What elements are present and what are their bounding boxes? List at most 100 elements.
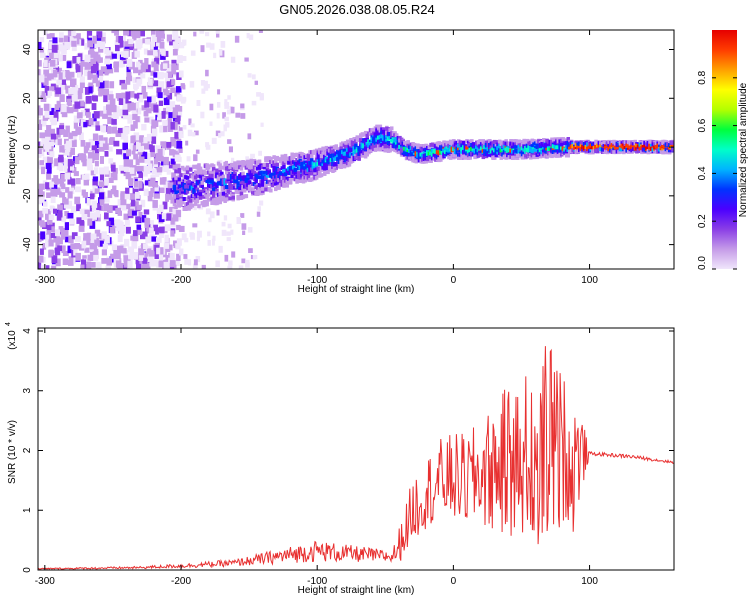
spectrogram-noise-cell <box>227 95 231 100</box>
spectrogram-noise-cell <box>77 53 83 61</box>
spectrogram-noise-cell <box>256 92 261 97</box>
spectrogram-noise-cell <box>76 56 81 63</box>
spectrogram-noise-cell <box>58 37 64 43</box>
spectrogram-cell <box>226 174 231 179</box>
spectrogram-cell <box>287 160 291 165</box>
spectrogram-cell <box>218 199 222 204</box>
spectrogram-noise-cell <box>120 36 126 42</box>
spectrogram-noise-cell <box>134 50 140 58</box>
spectrogram-noise-cell <box>62 250 69 256</box>
spectrogram-noise-cell <box>81 189 86 196</box>
spectrogram-noise-cell <box>89 46 95 53</box>
spectrogram-cell <box>296 171 301 176</box>
spectrogram-noise-cell <box>58 43 64 52</box>
spectrogram-noise-cell <box>159 125 166 133</box>
spectrogram-noise-cell <box>172 107 178 115</box>
spectrogram-noise-cell <box>38 261 42 269</box>
spectrogram-noise-cell <box>154 185 159 192</box>
spectrogram-noise-cell <box>45 182 50 190</box>
spectrogram-noise-cell <box>80 119 86 128</box>
spectrogram-noise-cell <box>99 140 106 147</box>
spectrogram-noise-cell <box>116 51 123 60</box>
spectrogram-noise-cell <box>165 187 171 195</box>
spectrogram-noise-cell <box>119 54 126 60</box>
spectrogram-cell <box>177 175 182 180</box>
spectrogram-noise-cell <box>145 236 152 244</box>
spectrogram-noise-cell <box>130 196 136 203</box>
spectrogram-noise-cell <box>170 217 175 225</box>
spectrogram-noise-cell <box>74 156 80 165</box>
spectrogram-cell <box>229 162 234 167</box>
spectrogram-noise-cell <box>163 72 168 78</box>
spectrogram-noise-cell <box>128 178 134 186</box>
spectrogram-noise-cell <box>65 71 70 78</box>
spectrogram-noise-cell <box>151 168 157 175</box>
spectrogram-noise-cell <box>71 183 76 190</box>
spectrogram-noise-cell <box>44 110 50 118</box>
spectrogram-cell <box>254 185 258 190</box>
spectrogram-cell <box>233 172 237 177</box>
spectrogram-noise-cell <box>86 161 93 167</box>
spectrogram-noise-cell <box>123 166 130 172</box>
spectrogram-cell <box>439 157 443 162</box>
spectrogram-noise-cell <box>98 69 104 77</box>
spectrogram-noise-cell <box>67 159 73 167</box>
spectrogram-cell <box>211 164 216 169</box>
spectrogram-noise-cell <box>135 61 140 69</box>
spectrogram-cell <box>207 179 211 184</box>
spectrogram-noise-cell <box>117 210 122 216</box>
spectrogram-noise-cell <box>147 191 154 198</box>
spectrogram-cell <box>197 204 201 209</box>
spectrogram-noise-cell <box>96 202 102 211</box>
spectrogram-noise-cell <box>75 36 80 45</box>
y-tick-label: 0 <box>22 144 33 150</box>
spectrogram-noise-cell <box>88 50 94 58</box>
spectrogram-noise-cell <box>48 249 54 257</box>
spectrogram-noise-cell <box>125 91 131 100</box>
spectrogram-noise-cell <box>158 259 165 268</box>
spectrogram-noise-cell <box>76 203 81 212</box>
spectrogram-cell <box>318 147 322 152</box>
spectrogram-noise-cell <box>117 199 123 206</box>
spectrogram-noise-cell <box>168 112 174 119</box>
spectrogram-cell <box>197 163 201 168</box>
spectrogram-noise-cell <box>119 79 126 86</box>
spectrogram-cell <box>244 194 249 199</box>
spectrogram-noise-cell <box>122 248 127 254</box>
spectrogram-cell <box>301 153 306 157</box>
spectrogram-cell <box>203 171 208 175</box>
spectrogram-noise-cell <box>134 93 140 99</box>
spectrogram-noise-cell <box>88 212 93 220</box>
spectrogram-noise-cell <box>193 31 197 37</box>
spectrogram-noise-cell <box>40 196 45 203</box>
spectrogram-noise-cell <box>158 214 165 222</box>
spectrogram-cell <box>231 195 235 200</box>
spectrogram-noise-cell <box>212 235 216 241</box>
spectrogram-cell <box>246 163 250 168</box>
spectrogram-cell <box>347 162 352 167</box>
spectrogram-noise-cell <box>103 137 108 145</box>
spectrogram-noise-cell <box>100 37 106 44</box>
spectrogram-noise-cell <box>38 255 44 263</box>
spectrogram-noise-cell <box>79 76 85 82</box>
spectrogram-noise-cell <box>38 211 43 218</box>
spectrogram-noise-cell <box>181 97 186 102</box>
spectrogram-noise-cell <box>56 187 62 195</box>
spectrogram-noise-cell <box>63 130 69 138</box>
spectrogram-noise-cell <box>240 213 245 218</box>
spectrogram-noise-cell <box>145 168 151 174</box>
spectrogram-noise-cell <box>110 189 116 195</box>
x-tick-label: 100 <box>581 275 598 286</box>
spectrogram-noise-cell <box>189 176 194 182</box>
spectrogram-noise-cell <box>151 30 156 36</box>
spectrogram-noise-cell <box>137 211 143 219</box>
spectrogram-noise-cell <box>71 95 77 101</box>
spectrogram-noise-cell <box>135 191 140 199</box>
spectrogram-cell <box>494 140 499 145</box>
spectrogram-noise-cell <box>247 73 252 78</box>
spectrogram-noise-cell <box>57 237 63 245</box>
spectrogram-cell <box>359 136 363 140</box>
y-tick-label: -40 <box>22 237 33 252</box>
spectrogram-noise-cell <box>75 178 81 185</box>
spectrogram-noise-cell <box>171 63 176 71</box>
